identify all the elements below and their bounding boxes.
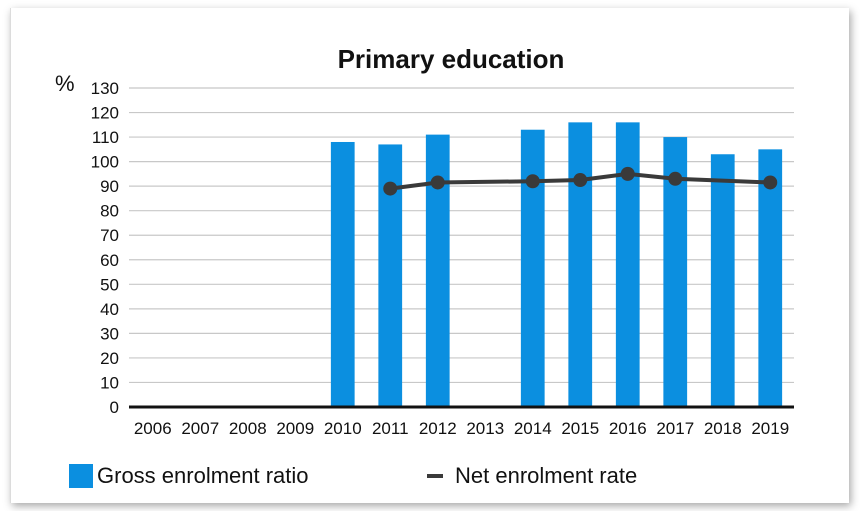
y-tick-label: 70 bbox=[100, 226, 119, 245]
chart-title: Primary education bbox=[338, 44, 565, 74]
y-tick-label: 10 bbox=[100, 373, 119, 392]
y-tick-label: 60 bbox=[100, 251, 119, 270]
y-axis-label: % bbox=[55, 71, 75, 96]
legend-swatch-line bbox=[427, 474, 443, 478]
bar bbox=[425, 134, 450, 407]
line-point bbox=[668, 171, 683, 186]
x-tick-label: 2015 bbox=[561, 419, 599, 438]
y-tick-label: 110 bbox=[92, 128, 119, 147]
legend-swatch-bar bbox=[69, 464, 93, 488]
bar bbox=[615, 122, 640, 407]
y-tick-label: 20 bbox=[100, 349, 119, 368]
x-tick-label: 2009 bbox=[276, 419, 314, 438]
bar bbox=[710, 154, 735, 407]
x-tick-label: 2007 bbox=[181, 419, 219, 438]
x-tick-label: 2008 bbox=[229, 419, 267, 438]
bar bbox=[378, 144, 403, 407]
x-tick-label: 2019 bbox=[751, 419, 789, 438]
line-point bbox=[620, 166, 635, 181]
line-point bbox=[383, 181, 398, 196]
x-tick-label: 2013 bbox=[466, 419, 504, 438]
y-tick-label: 40 bbox=[100, 300, 119, 319]
line-point bbox=[430, 175, 445, 190]
legend-label-gross: Gross enrolment ratio bbox=[97, 463, 309, 488]
bar bbox=[330, 141, 355, 407]
x-tick-label: 2018 bbox=[704, 419, 742, 438]
x-tick-label: 2010 bbox=[324, 419, 362, 438]
bar bbox=[758, 149, 783, 407]
y-tick-label: 100 bbox=[91, 153, 119, 172]
x-tick-label: 2016 bbox=[609, 419, 647, 438]
x-tick-label: 2006 bbox=[134, 419, 172, 438]
legend-label-net: Net enrolment rate bbox=[455, 463, 638, 488]
grid-lines bbox=[129, 87, 794, 384]
line-point bbox=[763, 175, 778, 190]
bar bbox=[663, 137, 688, 408]
y-tick-label: 120 bbox=[91, 104, 119, 123]
bar bbox=[568, 122, 593, 407]
y-tick-labels: 0 10 20 30 40 50 60 70 80 90 100 110 120 130 bbox=[91, 79, 119, 417]
y-tick-label: 30 bbox=[100, 324, 119, 343]
x-tick-labels: 2006 2007 2008 2009 2010 2011 2012 2013 2014 2015… bbox=[134, 419, 789, 438]
x-tick-label: 2014 bbox=[514, 419, 552, 438]
bar-series bbox=[330, 122, 783, 408]
x-tick-label: 2012 bbox=[419, 419, 457, 438]
legend: Gross enrolment ratio Net enrolment rate bbox=[69, 463, 709, 493]
x-tick-label: 2017 bbox=[656, 419, 694, 438]
legend-item-net: Net enrolment rate bbox=[427, 463, 637, 489]
y-tick-label: 50 bbox=[100, 275, 119, 294]
y-tick-label: 130 bbox=[91, 79, 119, 98]
y-tick-label: 80 bbox=[100, 202, 119, 221]
y-tick-label: 0 bbox=[110, 398, 119, 417]
y-tick-label: 90 bbox=[100, 177, 119, 196]
line-point bbox=[525, 174, 540, 189]
chart-svg: Primary education % 0 10 20 30 40 50 60 70 80 90 1… bbox=[55, 44, 794, 438]
legend-item-gross: Gross enrolment ratio bbox=[69, 463, 309, 489]
chart-card: Primary education % 0 10 20 30 40 50 60 70 80 90 1… bbox=[10, 8, 849, 503]
line-series bbox=[383, 166, 778, 196]
x-tick-label: 2011 bbox=[372, 419, 409, 438]
line-point bbox=[573, 173, 588, 188]
bar bbox=[520, 129, 545, 407]
